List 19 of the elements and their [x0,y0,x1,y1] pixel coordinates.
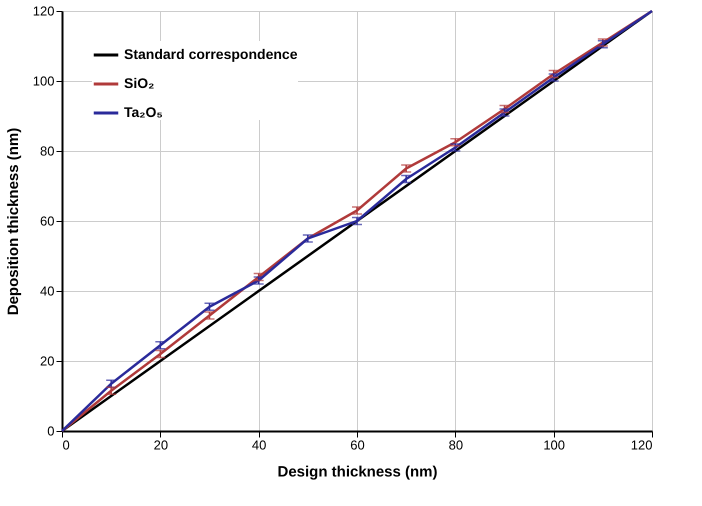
y-tick-label: 80 [40,144,54,158]
y-tick-label: 60 [40,214,54,228]
x-tick-label: 100 [543,438,566,452]
x-tick-label: 120 [630,438,652,452]
y-tick-label: 0 [47,424,54,438]
y-axis-title: Deposition thickness (nm) [4,128,22,316]
x-tick-label: 20 [154,438,168,452]
x-tick-label: 40 [252,438,266,452]
legend-label: SiO₂ [124,75,154,91]
y-tick-label: 20 [40,354,54,368]
y-tick-label: 100 [32,74,54,88]
x-axis-title: Design thickness (nm) [277,464,438,480]
x-tick-label: 80 [448,438,464,452]
legend-label: Standard correspondence [124,46,298,62]
x-tick-label: 60 [350,438,365,452]
legend-label: Ta₂O₅ [124,104,163,120]
x-tick-label: 0 [62,438,70,452]
y-tick-label: 40 [40,284,54,298]
y-tick-label: 120 [32,4,54,18]
